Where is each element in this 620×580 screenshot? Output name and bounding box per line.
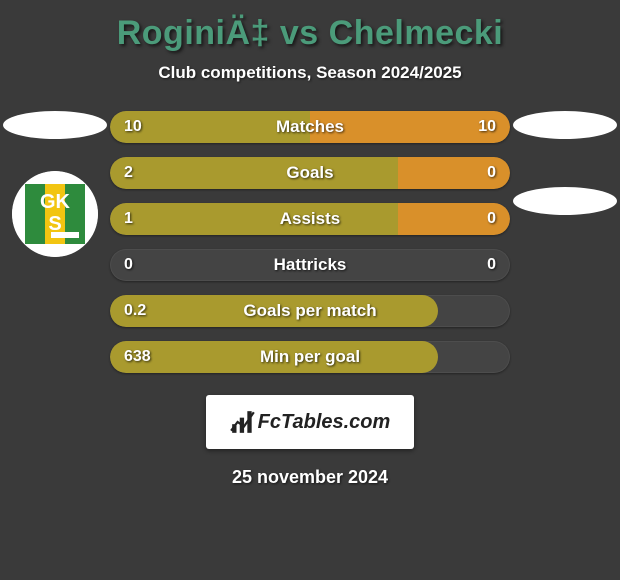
stat-label: Hattricks xyxy=(110,249,510,281)
stats-bars: Matches1010 Goals20 Assists10 Hattricks0 0 Go… xyxy=(110,111,510,373)
page-title: RoginiÄ‡ vs Chelmecki xyxy=(117,14,504,53)
svg-text:S: S xyxy=(48,213,61,235)
stat-row: Goals20 xyxy=(110,157,510,189)
fctables-link[interactable]: FcTables.com xyxy=(206,395,415,449)
svg-text:GK: GK xyxy=(40,191,71,213)
stat-bar-left xyxy=(110,157,398,189)
stat-value-right: 0 xyxy=(487,249,496,281)
stat-bar-right xyxy=(398,157,510,189)
right-player-club-placeholder xyxy=(513,187,617,215)
right-player-avatar-placeholder xyxy=(513,111,617,139)
stat-bar-left xyxy=(110,203,398,235)
stat-bar-left xyxy=(110,341,438,373)
stat-row: Matches1010 xyxy=(110,111,510,143)
date-label: 25 november 2024 xyxy=(232,467,388,488)
left-player-avatar-placeholder xyxy=(3,111,107,139)
main-row: GK S Matches1010 Goals20 Assists10 Hattrick… xyxy=(0,111,620,373)
comparison-card: RoginiÄ‡ vs Chelmecki Club competitions,… xyxy=(0,0,620,488)
stat-row: Hattricks0 0 xyxy=(110,249,510,281)
stat-row: Min per goal638 xyxy=(110,341,510,373)
stat-row: Assists10 xyxy=(110,203,510,235)
stat-bar-right xyxy=(310,111,510,143)
fctables-label: FcTables.com xyxy=(258,411,391,434)
bar-chart-icon xyxy=(230,409,256,435)
page-subtitle: Club competitions, Season 2024/2025 xyxy=(158,63,461,83)
stat-bar-left xyxy=(110,111,310,143)
stat-bar-left xyxy=(110,295,438,327)
stat-value-left: 0 xyxy=(124,249,133,281)
right-player-column xyxy=(510,111,620,239)
stat-bar-right xyxy=(398,203,510,235)
left-player-column: GK S xyxy=(0,111,110,257)
stat-row: Goals per match0.2 xyxy=(110,295,510,327)
left-player-club-logo: GK S xyxy=(12,171,98,257)
